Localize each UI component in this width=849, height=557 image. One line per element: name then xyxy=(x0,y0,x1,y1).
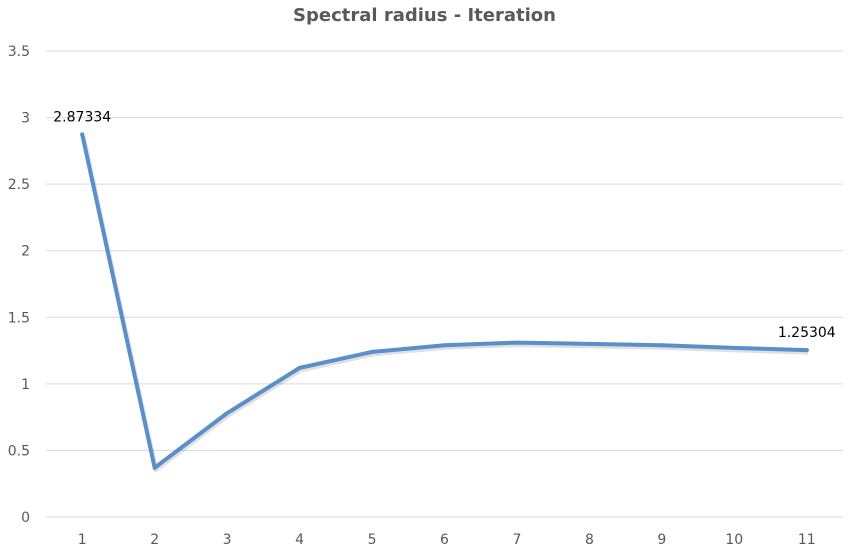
data-point xyxy=(225,411,230,416)
x-axis-ticks: 1 2 3 4 5 6 7 8 9 10 11 xyxy=(78,532,816,548)
y-axis-ticks: 0 0.5 1 1.5 2 2.5 3 3.5 xyxy=(8,44,30,526)
x-tick-label: 9 xyxy=(657,532,666,548)
data-label: 1.25304 xyxy=(778,325,836,341)
x-tick-label: 10 xyxy=(725,532,743,548)
y-tick-label: 0.5 xyxy=(8,443,30,459)
data-point xyxy=(152,465,157,470)
data-label: 2.87334 xyxy=(53,109,111,125)
data-point xyxy=(587,341,592,346)
series-line-shadow xyxy=(80,135,808,473)
data-point xyxy=(297,365,302,370)
x-tick-label: 6 xyxy=(440,532,449,548)
y-tick-label: 1.5 xyxy=(8,310,30,326)
y-tick-label: 0 xyxy=(21,510,30,526)
x-tick-label: 8 xyxy=(585,532,594,548)
data-point xyxy=(659,343,664,348)
series-layer xyxy=(80,132,809,473)
x-tick-label: 11 xyxy=(798,532,816,548)
y-tick-label: 3.5 xyxy=(8,44,30,60)
data-point xyxy=(80,132,85,137)
x-tick-label: 5 xyxy=(368,532,377,548)
y-tick-label: 2 xyxy=(21,244,30,260)
data-point xyxy=(442,343,447,348)
x-tick-label: 7 xyxy=(512,532,521,548)
y-tick-label: 2.5 xyxy=(8,177,30,193)
x-tick-label: 3 xyxy=(223,532,232,548)
data-point xyxy=(804,348,809,353)
data-labels: 2.87334 1.25304 xyxy=(53,109,836,341)
data-point xyxy=(732,345,737,350)
x-tick-label: 4 xyxy=(295,532,304,548)
x-tick-label: 1 xyxy=(78,532,87,548)
x-tick-label: 2 xyxy=(150,532,159,548)
chart-title: Spectral radius - Iteration xyxy=(293,5,556,26)
y-tick-label: 3 xyxy=(21,111,30,127)
data-point xyxy=(370,349,375,354)
y-tick-label: 1 xyxy=(21,377,30,393)
data-point xyxy=(514,340,519,345)
gridlines xyxy=(46,50,843,518)
